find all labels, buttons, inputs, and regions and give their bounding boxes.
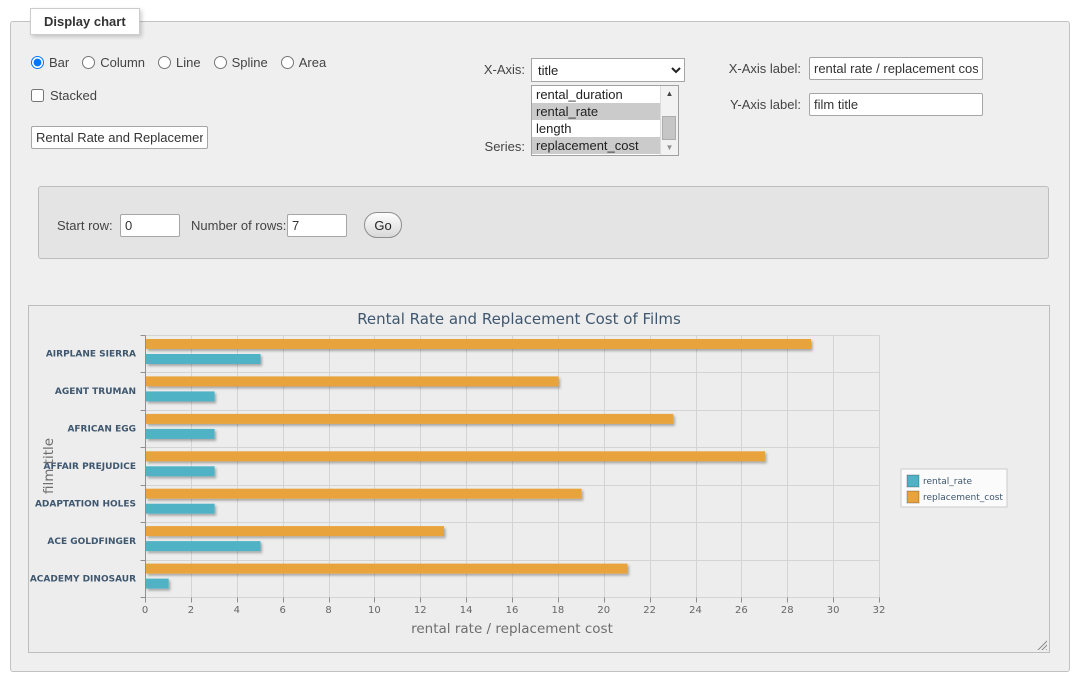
bar-replacement_cost: [146, 526, 444, 537]
bar-replacement_cost: [146, 339, 811, 349]
series-listbox: rental_duration rental_rate length replacem…: [531, 85, 679, 156]
number-of-rows-input[interactable]: [287, 214, 347, 237]
x-tick-label: 30: [827, 605, 840, 616]
bar-rental_rate: [146, 391, 215, 402]
x-axis-title: rental rate / replacement cost: [411, 621, 613, 637]
chart-type-radio-label: Column: [100, 55, 146, 70]
category-label: ACE GOLDFINGER: [47, 537, 136, 547]
chart-type-radio-label: Bar: [49, 55, 70, 70]
x-tick-label: 10: [368, 605, 381, 616]
scroll-down-icon[interactable]: ▼: [665, 143, 674, 152]
stacked-label: Stacked: [50, 88, 97, 103]
x-tick-label: 4: [234, 605, 240, 616]
x-tick-label: 18: [552, 605, 565, 616]
y-axis-title: film title: [41, 438, 57, 494]
chart-type-column: Column: [82, 55, 145, 70]
series-option-rental_rate[interactable]: rental_rate: [532, 103, 661, 120]
number-of-rows-label: Number of rows:: [191, 218, 287, 233]
go-button[interactable]: Go: [364, 212, 402, 238]
x-axis-select-label: X-Axis:: [483, 62, 525, 77]
x-tick-label: 2: [188, 605, 194, 616]
category-label: AFRICAN EGG: [67, 425, 136, 435]
bar-replacement_cost: [146, 451, 766, 462]
category-label: ADAPTATION HOLES: [35, 499, 136, 509]
chart-type-bar: Bar: [31, 55, 69, 70]
x-tick-label: 16: [506, 605, 519, 616]
chart-type-area: Area: [280, 55, 327, 70]
start-row-input[interactable]: [120, 214, 180, 237]
resize-grip-icon[interactable]: [1036, 639, 1047, 650]
bar-rental_rate: [146, 541, 261, 552]
panel-title: Display chart: [30, 8, 140, 35]
chart-type-radio-line[interactable]: [158, 56, 172, 69]
chart-legend[interactable]: rental_rate replacement_cost: [900, 468, 1008, 508]
bar-rental_rate: [146, 503, 215, 514]
chart-type-radio-spline[interactable]: [213, 56, 227, 69]
x-axis-label-label: X-Axis label:: [728, 61, 801, 76]
bar-replacement_cost: [146, 563, 628, 574]
grid-lines: [145, 335, 880, 598]
series-label: Series:: [484, 139, 525, 154]
bar-chart: AIRPLANE SIERRA AGENT TRUMAN AFRICAN EGG AF…: [30, 310, 1008, 637]
x-tick-label: 22: [643, 605, 656, 616]
x-axis-select[interactable]: title: [531, 58, 685, 82]
stacked-option: Stacked: [31, 88, 97, 103]
chart-title-input[interactable]: [31, 126, 208, 149]
series-listbox-scrollbar[interactable]: ▲ ▼: [660, 86, 678, 155]
category-label: AGENT TRUMAN: [55, 387, 136, 397]
bar-rental_rate: [146, 466, 215, 477]
x-tick-label: 12: [414, 605, 427, 616]
stacked-checkbox[interactable]: [31, 89, 44, 102]
x-tick-label: 20: [597, 605, 610, 616]
chart-type-radio-group: Bar Column Line Spline Area: [31, 55, 326, 70]
row-range-panel: Start row: Number of rows: Go: [38, 186, 1049, 259]
display-chart-panel: Display chart Bar Column Line Spline Area St…: [10, 8, 1070, 672]
bar-replacement_cost: [146, 376, 559, 387]
x-tick-label: 0: [142, 605, 148, 616]
y-axis-label-label: Y-Axis label:: [729, 97, 801, 112]
scrollbar-thumb[interactable]: [662, 116, 676, 140]
x-tick-label: 28: [781, 605, 794, 616]
series-options: rental_duration rental_rate length replacem…: [532, 86, 678, 154]
chart-type-radio-column[interactable]: [82, 56, 96, 69]
chart-type-spline: Spline: [213, 55, 268, 70]
x-tick-label: 6: [279, 605, 285, 616]
series-option-rental_duration[interactable]: rental_duration: [536, 87, 623, 102]
series-option-length[interactable]: length: [536, 121, 572, 136]
bar-series: [146, 339, 811, 589]
scroll-up-icon[interactable]: ▲: [665, 89, 674, 98]
axes: [140, 335, 880, 603]
chart-type-radio-bar[interactable]: [31, 56, 44, 69]
y-axis-label-input[interactable]: [809, 93, 983, 116]
x-tick-label: 26: [735, 605, 748, 616]
bar-rental_rate: [146, 578, 169, 589]
category-label: ACADEMY DINOSAUR: [30, 574, 136, 584]
legend-item-rental_rate[interactable]: rental_rate: [923, 477, 973, 487]
bar-replacement_cost: [146, 488, 582, 499]
start-row-label: Start row:: [57, 218, 113, 233]
category-label: AIRPLANE SIERRA: [46, 350, 136, 360]
bar-replacement_cost: [146, 413, 674, 424]
chart-type-radio-label: Line: [176, 55, 201, 70]
chart-type-radio-label: Area: [298, 55, 327, 70]
series-option-replacement_cost[interactable]: replacement_cost: [532, 137, 661, 154]
x-tick-label: 8: [325, 605, 331, 616]
chart-type-radio-label: Spline: [231, 55, 268, 70]
category-label: AFFAIR PREJUDICE: [43, 462, 136, 472]
chart-type-line: Line: [158, 55, 201, 70]
chart-title: Rental Rate and Replacement Cost of Film…: [357, 310, 681, 328]
chart-container: AIRPLANE SIERRA AGENT TRUMAN AFRICAN EGG AF…: [28, 305, 1050, 653]
legend-item-replacement_cost[interactable]: replacement_cost: [923, 493, 1003, 503]
x-tick-label: 32: [873, 605, 886, 616]
x-tick-label: 14: [460, 605, 473, 616]
chart-type-radio-area[interactable]: [280, 56, 294, 69]
bar-rental_rate: [146, 428, 215, 439]
x-tick-label: 24: [689, 605, 702, 616]
x-axis-label-input[interactable]: [809, 57, 983, 80]
bar-rental_rate: [146, 354, 261, 364]
